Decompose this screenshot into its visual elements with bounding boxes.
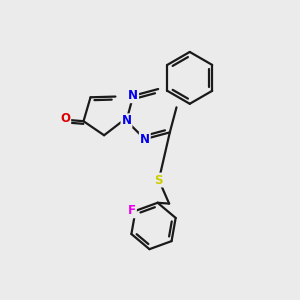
Text: N: N [122,114,131,127]
Text: S: S [154,173,163,187]
Text: N: N [128,89,138,102]
Text: N: N [140,133,150,146]
Text: O: O [60,112,70,125]
Text: F: F [128,204,136,217]
